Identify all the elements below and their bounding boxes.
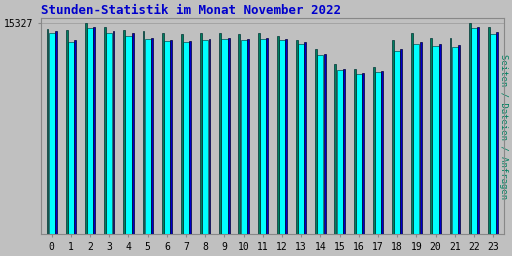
- Bar: [132, 34, 134, 234]
- Bar: [104, 27, 106, 234]
- Bar: [170, 40, 172, 234]
- Bar: [431, 38, 432, 234]
- Bar: [93, 27, 95, 234]
- Bar: [66, 30, 68, 234]
- Bar: [420, 42, 421, 234]
- Bar: [315, 49, 317, 234]
- Bar: [106, 34, 112, 234]
- Bar: [488, 27, 490, 234]
- Bar: [439, 45, 441, 234]
- Bar: [471, 28, 477, 234]
- Text: Stunden-Statistik im Monat November 2022: Stunden-Statistik im Monat November 2022: [41, 4, 341, 17]
- Bar: [362, 73, 364, 234]
- Bar: [49, 34, 55, 234]
- Bar: [373, 67, 375, 234]
- Bar: [343, 69, 345, 234]
- Bar: [144, 39, 151, 234]
- Bar: [354, 69, 355, 234]
- Bar: [400, 49, 402, 234]
- Bar: [241, 40, 247, 234]
- Bar: [266, 38, 268, 234]
- Bar: [452, 47, 458, 234]
- Bar: [74, 40, 76, 234]
- Bar: [324, 54, 326, 234]
- Bar: [356, 74, 362, 234]
- Bar: [113, 31, 115, 234]
- Bar: [394, 51, 400, 234]
- Bar: [151, 38, 153, 234]
- Bar: [334, 65, 336, 234]
- Bar: [258, 33, 260, 234]
- Bar: [85, 24, 87, 234]
- Bar: [317, 56, 324, 234]
- Bar: [221, 39, 227, 234]
- Bar: [202, 40, 208, 234]
- Bar: [260, 39, 266, 234]
- Bar: [298, 44, 304, 234]
- Y-axis label: Seiten / Dateien / Anfragen: Seiten / Dateien / Anfragen: [499, 54, 508, 199]
- Bar: [375, 72, 381, 234]
- Bar: [55, 31, 57, 234]
- Bar: [239, 34, 240, 234]
- Bar: [183, 42, 189, 234]
- Bar: [296, 40, 298, 234]
- Bar: [413, 44, 419, 234]
- Bar: [68, 42, 74, 234]
- Bar: [200, 33, 202, 234]
- Bar: [490, 34, 496, 234]
- Bar: [469, 24, 471, 234]
- Bar: [496, 32, 498, 234]
- Bar: [411, 34, 413, 234]
- Bar: [279, 40, 285, 234]
- Bar: [219, 33, 221, 234]
- Bar: [181, 34, 183, 234]
- Bar: [87, 28, 93, 234]
- Bar: [305, 42, 306, 234]
- Bar: [123, 30, 125, 234]
- Bar: [336, 70, 343, 234]
- Bar: [458, 45, 460, 234]
- Bar: [125, 36, 132, 234]
- Bar: [381, 71, 383, 234]
- Bar: [162, 33, 164, 234]
- Bar: [189, 41, 191, 234]
- Bar: [164, 41, 170, 234]
- Bar: [247, 39, 249, 234]
- Bar: [450, 38, 452, 234]
- Bar: [433, 46, 439, 234]
- Bar: [47, 29, 49, 234]
- Bar: [142, 31, 144, 234]
- Bar: [208, 39, 210, 234]
- Bar: [477, 27, 479, 234]
- Bar: [392, 40, 394, 234]
- Bar: [228, 38, 229, 234]
- Bar: [277, 36, 279, 234]
- Bar: [285, 39, 287, 234]
